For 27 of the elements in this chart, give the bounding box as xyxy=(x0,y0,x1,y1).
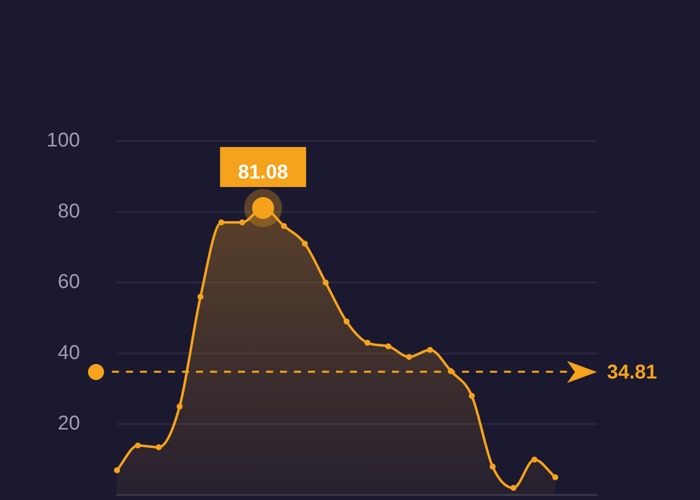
point xyxy=(531,456,538,463)
y-tick-label: 60 xyxy=(58,271,80,294)
point xyxy=(302,240,308,247)
y-tick-label: 20 xyxy=(58,412,80,435)
point xyxy=(134,442,141,448)
point xyxy=(468,392,475,399)
point xyxy=(364,340,370,346)
data-label: 81.08 xyxy=(238,161,288,184)
point xyxy=(490,464,496,470)
point xyxy=(156,444,162,450)
point xyxy=(197,294,204,300)
ref-line-label: 34.81 xyxy=(607,361,658,384)
point xyxy=(552,474,558,480)
y-tick-label: 100 xyxy=(46,130,80,152)
point xyxy=(385,343,392,350)
point xyxy=(406,354,412,360)
point xyxy=(510,484,517,491)
point xyxy=(427,346,434,353)
point xyxy=(280,222,287,229)
point xyxy=(344,318,350,325)
point xyxy=(114,467,120,474)
point xyxy=(176,404,183,410)
point xyxy=(239,219,246,226)
point xyxy=(218,219,224,226)
y-tick-label: 80 xyxy=(58,200,80,222)
y-tick-label: 40 xyxy=(58,342,80,364)
point xyxy=(322,280,329,286)
